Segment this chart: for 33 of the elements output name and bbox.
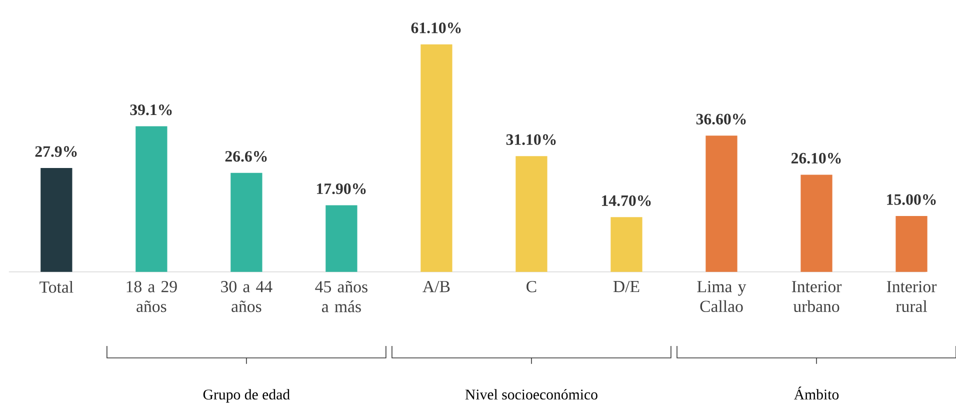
data-label: 26.10% — [791, 152, 841, 164]
x-tick-label: D/E — [613, 280, 640, 292]
data-label: 26.6% — [225, 150, 267, 162]
bar — [40, 168, 72, 272]
text: Grupo de edad — [203, 388, 290, 402]
text: Nivel socioeconómico — [465, 388, 598, 400]
data-label: 15.00% — [887, 194, 936, 205]
bar — [230, 172, 262, 272]
bar — [610, 216, 642, 272]
x-tick-label: A/B — [422, 280, 450, 292]
x-tick-label: 18 a 29 años — [126, 280, 177, 312]
x-tick-label: 45 años a más — [315, 280, 368, 312]
bar — [706, 135, 738, 272]
data-label: 36.60% — [696, 114, 746, 124]
data-label: 31.10% — [506, 134, 556, 145]
bar — [896, 216, 928, 272]
bar — [136, 126, 168, 272]
x-tick-label: Interior urbano — [792, 280, 842, 312]
x-tick-label: Interior rural — [886, 280, 937, 312]
x-tick-label: Lima y Callao — [697, 280, 746, 312]
x-tick-label: 30 a 44 años — [221, 280, 272, 312]
data-label: 27.9% — [35, 146, 77, 157]
x-tick-label: C — [526, 280, 536, 292]
data-label: 14.70% — [602, 195, 651, 206]
x-tick-label: Total — [40, 280, 74, 293]
data-label: 61.10% — [411, 22, 461, 34]
bar — [516, 156, 548, 272]
data-label: 39.1% — [130, 104, 172, 116]
text: Ámbito — [794, 386, 839, 400]
bar — [800, 174, 832, 272]
bar — [420, 44, 452, 272]
bar — [326, 205, 358, 272]
data-label: 17.90% — [317, 183, 366, 194]
